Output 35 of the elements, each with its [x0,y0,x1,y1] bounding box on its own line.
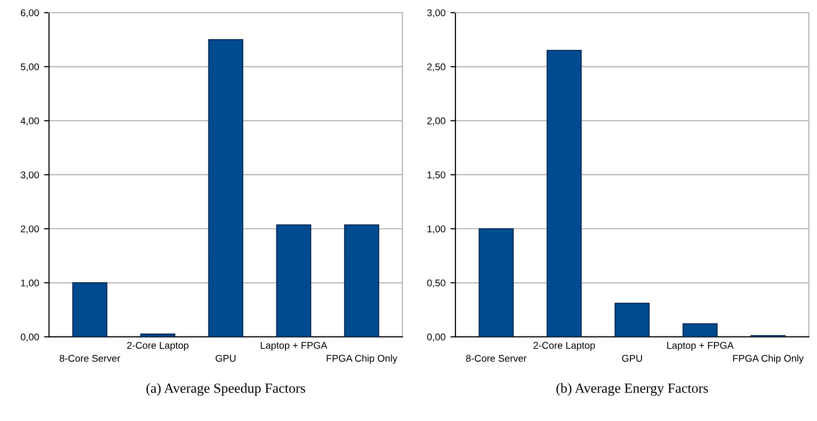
x-tick-label: 2-Core Laptop [127,342,188,351]
y-tick-label: 6,00 [20,9,39,18]
y-tick-label: 1,00 [21,280,39,288]
y-tick-label: 3,00 [427,9,446,18]
bar [682,323,718,337]
y-tick-label: 2,00 [20,225,39,234]
x-tick-label: GPU [216,354,236,362]
bar [208,39,244,337]
bar [72,282,108,337]
y-tick-label: 1,50 [428,171,446,180]
bar [478,228,514,337]
bar [344,224,380,337]
y-tick-label: 1,00 [428,225,446,234]
x-axis-title: (b) Average Energy Factors [556,383,708,396]
x-tick-label: 8-Core Server [60,354,120,362]
x-tick-label: GPU [622,354,642,362]
y-tick-label: 3,00 [20,171,39,180]
x-tick-label: Laptop + FPGA [667,342,734,351]
bar [546,50,582,337]
y-tick-label: 5,00 [20,63,39,72]
bar [276,224,312,337]
y-tick-label: 2,50 [427,63,446,72]
x-tick-label: 2-Core Laptop [534,342,595,351]
y-tick-label: 0,50 [427,280,446,288]
x-tick-label: 8-Core Server [466,354,527,362]
y-tick-label: 2,00 [427,117,446,126]
x-tick-label: FPGA Chip Only [733,354,804,364]
x-tick-label: FPGA Chip Only [326,354,398,364]
bar [614,302,650,337]
x-tick-label: Laptop + FPGA [260,342,328,351]
y-tick-label: 0,00 [20,334,39,342]
y-tick-label: 0,00 [427,334,446,342]
y-tick-label: 4,00 [20,117,39,126]
bar [140,334,176,337]
x-axis-title: (a) Average Speedup Factors [146,383,306,396]
